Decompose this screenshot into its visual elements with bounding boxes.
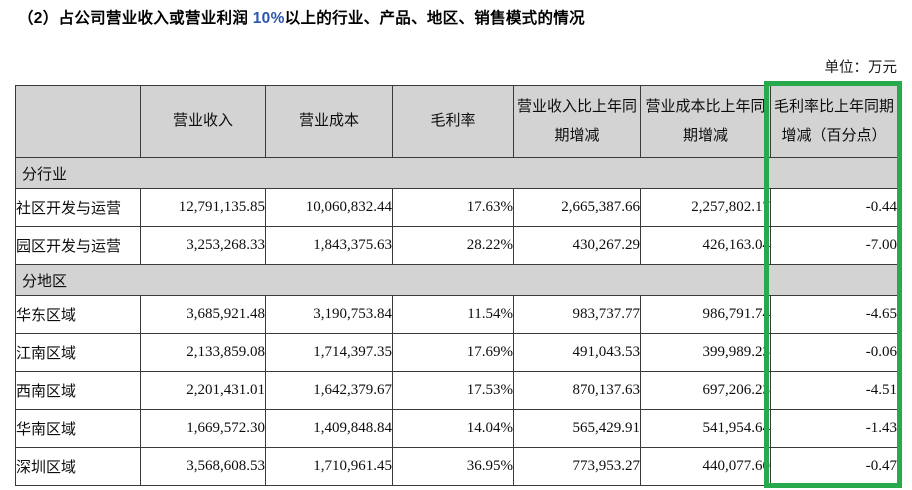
title-percent-number: 10%: [252, 10, 285, 27]
cell-row-label: 华东区域: [15, 295, 141, 334]
cell-cost: 1,642,379.67: [265, 371, 393, 410]
cell-revenue-yoy: 983,737.77: [513, 295, 641, 334]
cell-cost-yoy: 2,257,802.17: [640, 188, 771, 227]
cell-cost-yoy: 440,077.60: [640, 447, 771, 486]
cell-cost-yoy: 541,954.64: [640, 409, 771, 448]
header-revenue-yoy: 营业收入比上年同期增减: [513, 85, 641, 158]
table-row: 深圳区域 3,568,608.53 1,710,961.45 36.95% 77…: [15, 447, 898, 486]
cell-margin-yoy: -0.06: [770, 333, 898, 372]
cell-cost: 1,843,375.63: [265, 226, 393, 265]
cell-gross-margin: 17.69%: [392, 333, 514, 372]
table-row: 华东区域 3,685,921.48 3,190,753.84 11.54% 98…: [15, 295, 898, 334]
cell-revenue: 3,253,268.33: [140, 226, 266, 265]
cell-row-label: 西南区域: [15, 371, 141, 410]
section-row-by-industry: 分行业: [15, 157, 898, 189]
cell-margin-yoy: -4.65: [770, 295, 898, 334]
cell-revenue-yoy: 2,665,387.66: [513, 188, 641, 227]
cell-gross-margin: 11.54%: [392, 295, 514, 334]
cell-cost: 3,190,753.84: [265, 295, 393, 334]
header-revenue: 营业收入: [140, 85, 266, 158]
cell-cost-yoy: 426,163.04: [640, 226, 771, 265]
table-row: 华南区域 1,669,572.30 1,409,848.84 14.04% 56…: [15, 409, 898, 448]
cell-margin-yoy: -4.51: [770, 371, 898, 410]
cell-revenue: 2,201,431.01: [140, 371, 266, 410]
financial-breakdown-table: 营业收入 营业成本 毛利率 营业收入比上年同期增减 营业成本比上年同期增减 毛利…: [15, 85, 898, 486]
cell-row-label: 华南区域: [15, 409, 141, 448]
cell-cost: 1,714,397.35: [265, 333, 393, 372]
section-row-by-region: 分地区: [15, 264, 898, 296]
cell-revenue: 2,133,859.08: [140, 333, 266, 372]
cell-margin-yoy: -1.43: [770, 409, 898, 448]
cell-margin-yoy: -0.44: [770, 188, 898, 227]
page-title: （2）占公司营业收入或营业利润 10%以上的行业、产品、地区、销售模式的情况: [18, 6, 585, 28]
table-row: 江南区域 2,133,859.08 1,714,397.35 17.69% 49…: [15, 333, 898, 372]
header-cost-yoy: 营业成本比上年同期增减: [640, 85, 771, 158]
cell-margin-yoy: -0.47: [770, 447, 898, 486]
section-label: 分地区: [15, 264, 898, 296]
cell-row-label: 江南区域: [15, 333, 141, 372]
cell-cost-yoy: 697,206.23: [640, 371, 771, 410]
cell-gross-margin: 17.53%: [392, 371, 514, 410]
cell-gross-margin: 36.95%: [392, 447, 514, 486]
cell-revenue-yoy: 491,043.53: [513, 333, 641, 372]
cell-row-label: 园区开发与运营: [15, 226, 141, 265]
table-row: 社区开发与运营 12,791,135.85 10,060,832.44 17.6…: [15, 188, 898, 227]
cell-revenue-yoy: 870,137.63: [513, 371, 641, 410]
header-margin-yoy: 毛利率比上年同期增减（百分点）: [770, 85, 898, 158]
cell-revenue-yoy: 773,953.27: [513, 447, 641, 486]
cell-cost-yoy: 399,989.23: [640, 333, 771, 372]
table-row: 园区开发与运营 3,253,268.33 1,843,375.63 28.22%…: [15, 226, 898, 265]
cell-cost: 1,710,961.45: [265, 447, 393, 486]
cell-revenue: 1,669,572.30: [140, 409, 266, 448]
cell-cost-yoy: 986,791.74: [640, 295, 771, 334]
cell-revenue: 3,568,608.53: [140, 447, 266, 486]
cell-gross-margin: 14.04%: [392, 409, 514, 448]
cell-cost: 10,060,832.44: [265, 188, 393, 227]
cell-cost: 1,409,848.84: [265, 409, 393, 448]
section-label: 分行业: [15, 157, 898, 189]
header-row: 营业收入 营业成本 毛利率 营业收入比上年同期增减 营业成本比上年同期增减 毛利…: [15, 85, 898, 158]
header-blank: [15, 85, 141, 158]
cell-row-label: 社区开发与运营: [15, 188, 141, 227]
cell-gross-margin: 28.22%: [392, 226, 514, 265]
cell-row-label: 深圳区域: [15, 447, 141, 486]
cell-revenue-yoy: 565,429.91: [513, 409, 641, 448]
title-prefix: （2）占公司营业收入或营业利润: [18, 10, 253, 27]
cell-revenue: 12,791,135.85: [140, 188, 266, 227]
header-cost: 营业成本: [265, 85, 393, 158]
table-row: 西南区域 2,201,431.01 1,642,379.67 17.53% 87…: [15, 371, 898, 410]
cell-revenue: 3,685,921.48: [140, 295, 266, 334]
title-suffix: 以上的行业、产品、地区、销售模式的情况: [284, 10, 585, 27]
header-gross-margin: 毛利率: [392, 85, 514, 158]
cell-margin-yoy: -7.00: [770, 226, 898, 265]
cell-gross-margin: 17.63%: [392, 188, 514, 227]
cell-revenue-yoy: 430,267.29: [513, 226, 641, 265]
unit-label: 单位：万元: [824, 60, 898, 76]
